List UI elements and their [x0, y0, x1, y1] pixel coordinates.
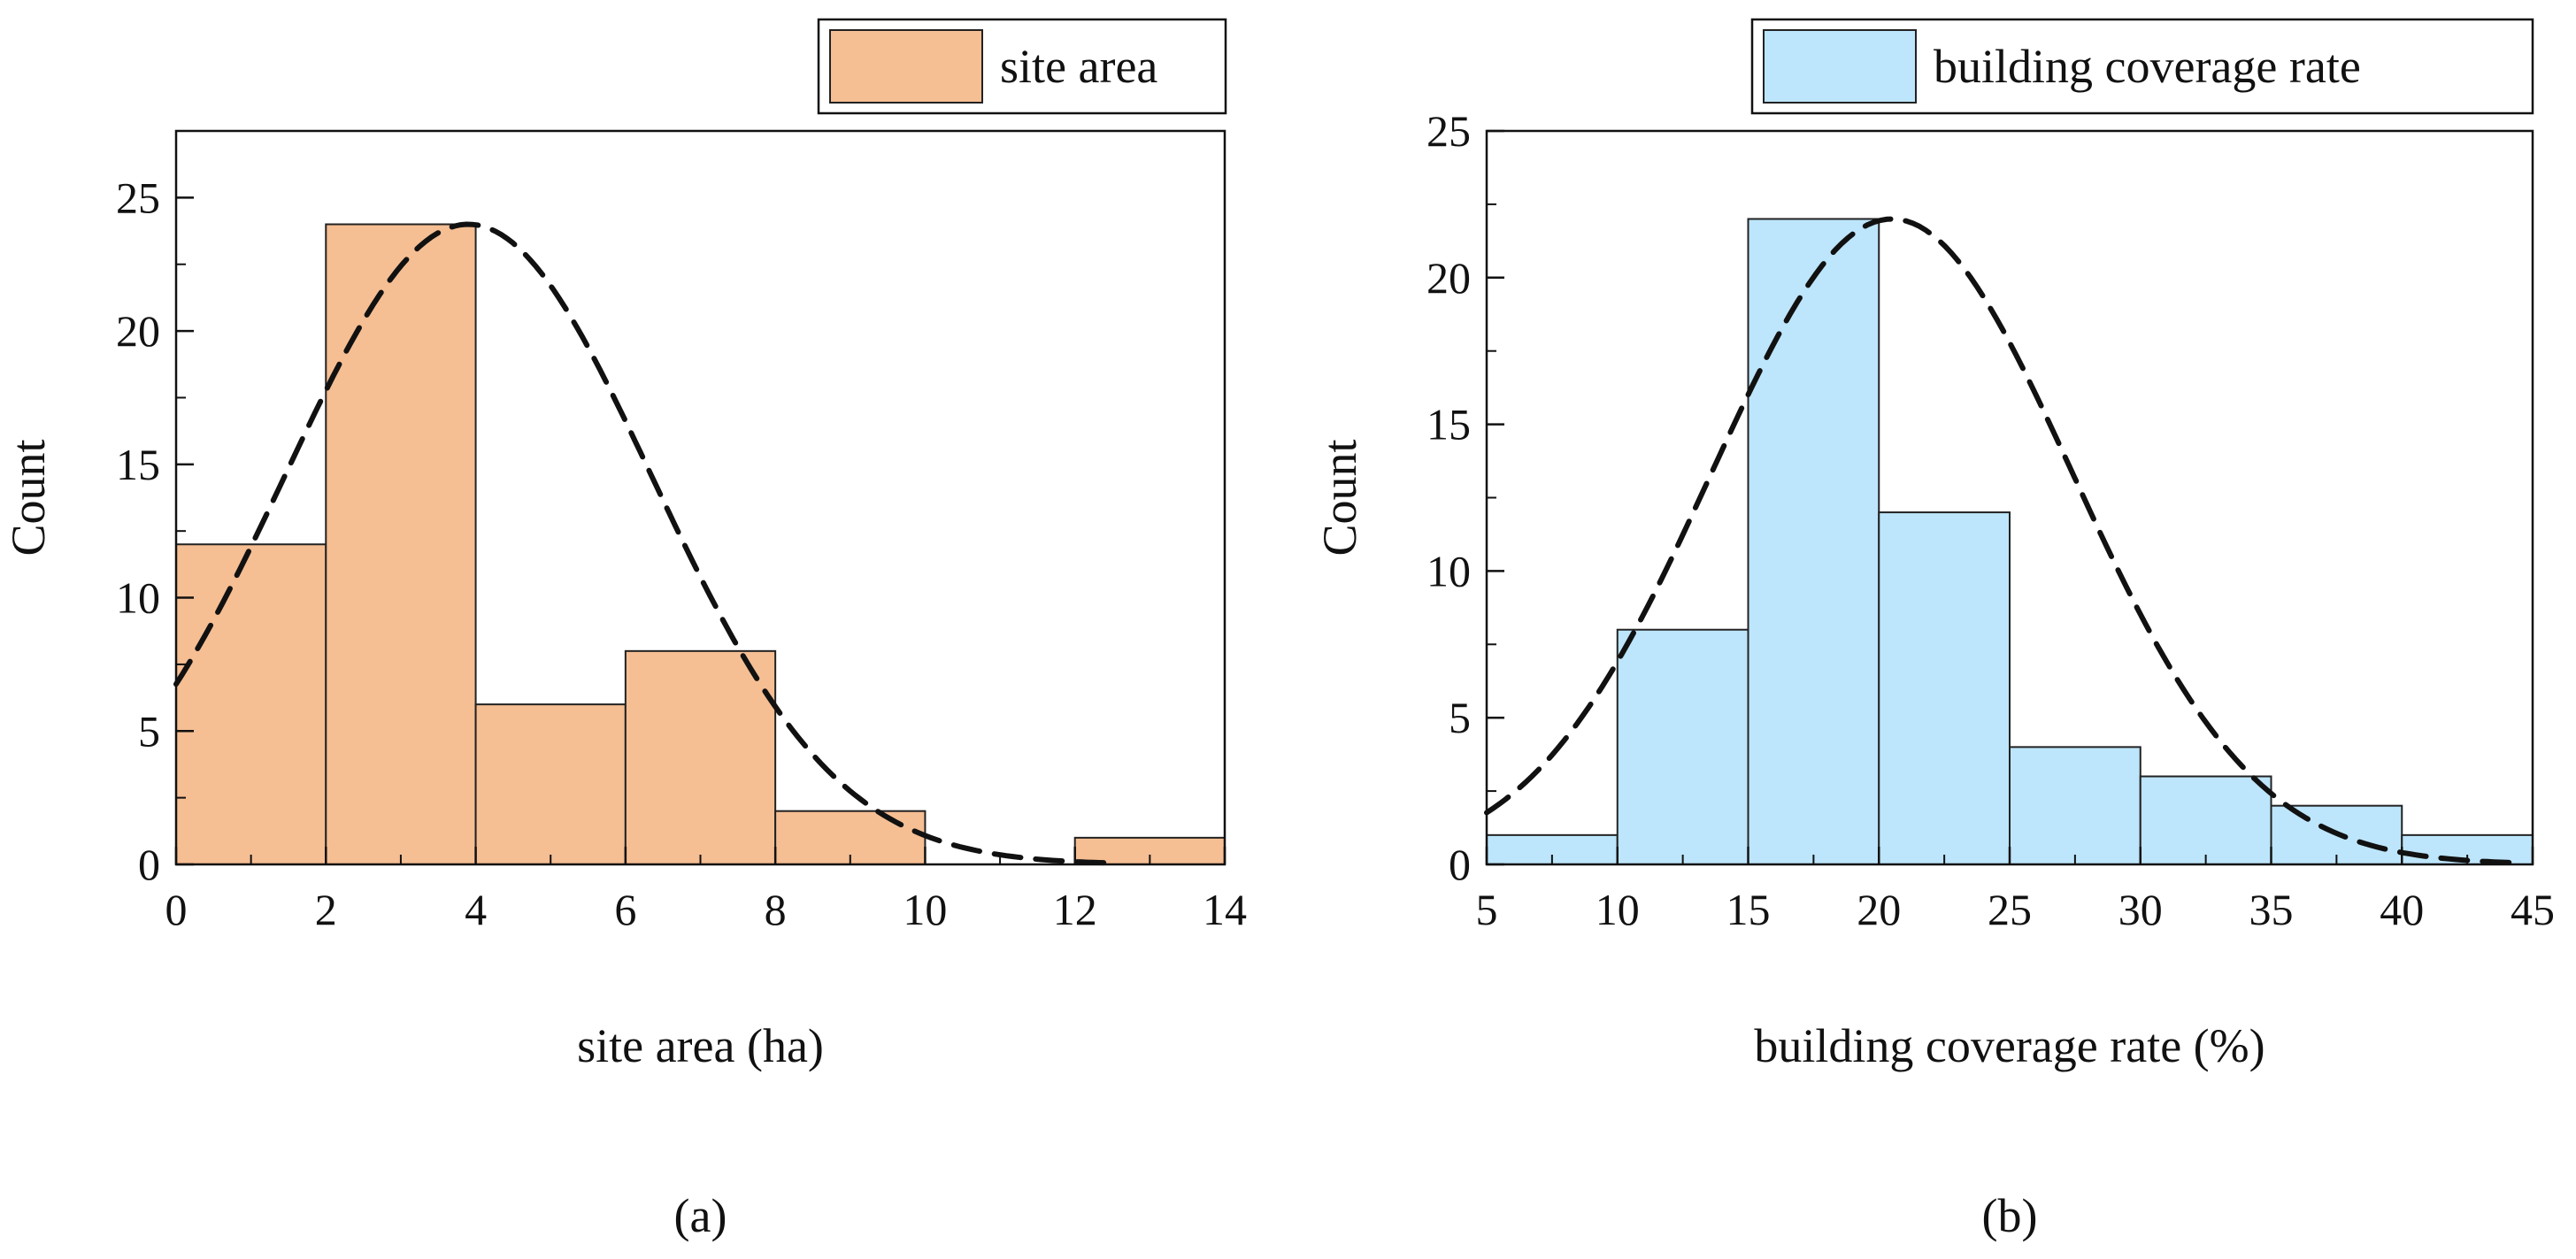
y-tick-label-b-5: 25 [1426, 106, 1471, 156]
fit-curve-b [1484, 216, 2523, 866]
legend-a: site area [817, 18, 1227, 115]
y-tick-label-b-2: 10 [1426, 546, 1471, 595]
x-tick-label-b-5: 30 [2118, 885, 2163, 934]
x-tick-label-a-6: 12 [1053, 885, 1097, 934]
histogram-bar-b-4 [2009, 746, 2142, 865]
x-tick-label-a-5: 10 [903, 885, 947, 934]
histogram-bar-a-1 [325, 223, 477, 865]
y-tick-label-a-5: 25 [116, 173, 160, 222]
histogram-bar-b-3 [1878, 511, 2011, 866]
histogram-bar-b-5 [2139, 775, 2272, 866]
y-tick-label-b-4: 20 [1426, 253, 1471, 303]
x-axis-label-a: site area (ha) [577, 1019, 824, 1072]
x-tick-label-a-0: 0 [165, 885, 188, 934]
x-tick-label-b-0: 5 [1476, 885, 1498, 934]
x-tick-label-a-2: 4 [465, 885, 487, 934]
panel-label-a: (a) [674, 1189, 727, 1242]
legend-label-a: site area [1000, 40, 1157, 93]
x-axis-label-b: building coverage rate (%) [1754, 1019, 2265, 1072]
x-tick-label-a-1: 2 [315, 885, 337, 934]
x-tick-label-a-4: 8 [765, 885, 787, 934]
histogram-bar-b-2 [1747, 218, 1880, 866]
x-tick-label-b-7: 40 [2380, 885, 2424, 934]
fit-curve-a [173, 221, 1108, 866]
legend-b: building coverage rate [1750, 18, 2534, 115]
x-tick-label-b-3: 20 [1857, 885, 1901, 934]
y-tick-label-b-3: 15 [1426, 400, 1471, 449]
x-tick-label-a-3: 6 [614, 885, 636, 934]
histogram-bar-a-2 [474, 703, 627, 865]
chart-panel-a: 0 2 4 6 8 10 12 14 0 5 10 15 20 25 site area (ha) Count… [2, 18, 1247, 1242]
y-axis-label-a: Count [2, 439, 55, 556]
x-tick-label-a-7: 14 [1203, 885, 1247, 934]
y-tick-label-a-1: 5 [138, 706, 160, 756]
legend-label-b: building coverage rate [1934, 40, 2361, 93]
x-tick-label-b-2: 15 [1726, 885, 1771, 934]
panel-label-b: (b) [1982, 1189, 2038, 1242]
x-tick-label-b-6: 35 [2249, 885, 2294, 934]
y-axis-label-b: Count [1313, 439, 1366, 556]
histogram-bar-b-1 [1616, 628, 1749, 865]
histogram-bar-a-3 [624, 649, 777, 865]
histogram-bar-a-0 [175, 543, 327, 865]
x-tick-label-b-1: 10 [1596, 885, 1640, 934]
legend-swatch-a [829, 29, 983, 104]
y-tick-label-a-2: 10 [116, 573, 160, 623]
x-tick-label-b-4: 25 [1988, 885, 2032, 934]
y-tick-label-a-0: 0 [138, 840, 160, 889]
y-tick-label-b-0: 0 [1449, 840, 1471, 889]
y-tick-label-a-4: 20 [116, 306, 160, 356]
x-tick-label-b-8: 45 [2511, 885, 2555, 934]
y-tick-label-a-3: 15 [116, 440, 160, 489]
legend-swatch-b [1763, 29, 1917, 104]
y-tick-label-b-1: 5 [1449, 693, 1471, 742]
